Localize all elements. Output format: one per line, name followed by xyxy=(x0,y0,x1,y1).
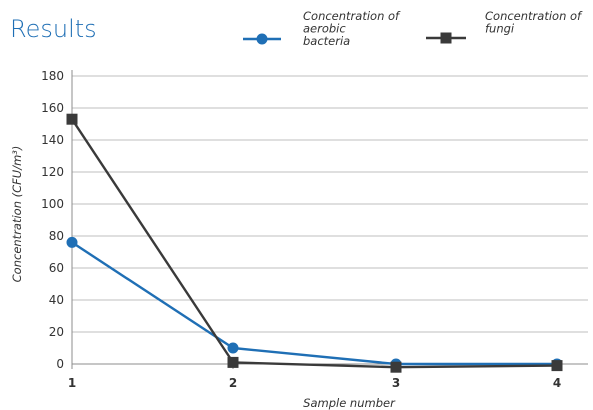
y-tick-label-7: 140 xyxy=(41,133,64,147)
y-tick-label-0: 0 xyxy=(56,357,64,371)
legend-label-0-line-1: aerobic xyxy=(303,22,346,36)
y-tick-label-8: 160 xyxy=(41,101,64,115)
x-axis-label: Sample number xyxy=(303,396,396,410)
legend-label-1-line-1: fungi xyxy=(485,22,515,36)
y-tick-labels: 0 20 40 60 80 100 120 140 160 180 xyxy=(41,69,64,371)
chart-title: Results xyxy=(10,15,97,43)
series-1 xyxy=(66,113,563,373)
series-group xyxy=(66,113,563,373)
x-tick-label-1: 1 xyxy=(68,376,76,390)
series-1-point-1 xyxy=(66,113,78,125)
series-0-line xyxy=(71,241,557,366)
y-tick-label-6: 120 xyxy=(41,165,64,179)
y-tick-label-1: 20 xyxy=(49,325,64,339)
y-tick-label-9: 180 xyxy=(41,69,64,83)
y-axis-label: Concentration (CFU/m³) xyxy=(10,146,24,283)
legend-label-0-line-2: bacteria xyxy=(303,34,350,48)
series-0 xyxy=(66,236,563,370)
axes xyxy=(71,70,588,365)
y-tick-label-4: 80 xyxy=(49,229,64,243)
legend-label-0-line-0: Concentration of xyxy=(303,9,401,23)
series-0-point-2 xyxy=(227,342,239,354)
x-tick-labels: 1 2 3 4 xyxy=(68,364,561,390)
series-1-point-2 xyxy=(227,356,239,368)
legend-label-1-line-0: Concentration of xyxy=(485,9,583,23)
x-tick-label-2: 2 xyxy=(229,376,237,390)
legend: Concentration ofaerobicbacteriaConcentra… xyxy=(243,9,583,48)
series-1-point-4 xyxy=(551,360,563,372)
legend-swatch-marker-1 xyxy=(440,32,452,44)
x-tick-label-3: 3 xyxy=(392,376,400,390)
y-tick-label-3: 60 xyxy=(49,261,64,275)
grid-lines xyxy=(72,75,588,333)
series-1-line xyxy=(70,118,558,369)
legend-swatch-marker-0 xyxy=(256,33,268,45)
y-tick-label-5: 100 xyxy=(41,197,64,211)
y-tick-label-2: 40 xyxy=(49,293,64,307)
series-1-point-3 xyxy=(390,361,402,373)
x-tick-label-4: 4 xyxy=(553,376,561,390)
series-0-point-1 xyxy=(66,236,78,248)
